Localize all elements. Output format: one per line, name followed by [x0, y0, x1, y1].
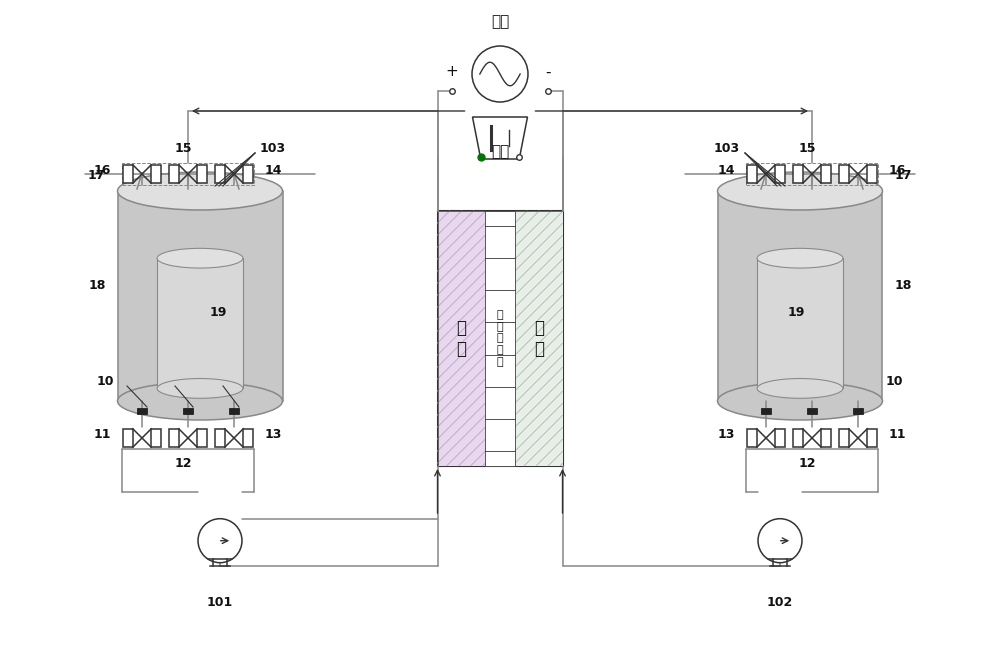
Ellipse shape	[118, 382, 283, 420]
Bar	[747, 165, 757, 183]
Bar	[438, 211, 562, 466]
Ellipse shape	[718, 382, 883, 420]
Bar	[137, 408, 147, 414]
Bar	[215, 165, 225, 183]
Text: 18: 18	[88, 279, 106, 292]
Text: 15: 15	[798, 143, 816, 155]
Text: 16: 16	[889, 163, 906, 176]
Bar	[229, 408, 239, 414]
Bar	[821, 429, 831, 447]
Bar	[793, 429, 803, 447]
Bar	[775, 165, 785, 183]
Bar	[867, 429, 877, 447]
Text: 11: 11	[889, 428, 906, 440]
Text: 10: 10	[886, 374, 904, 388]
Bar	[151, 429, 161, 447]
Text: 11: 11	[93, 428, 111, 440]
Bar	[746, 163, 878, 185]
Text: 14: 14	[265, 163, 283, 176]
Text: 负载: 负载	[491, 15, 509, 29]
Text: 13: 13	[718, 428, 735, 440]
Bar	[123, 165, 133, 183]
Text: 12: 12	[798, 457, 816, 470]
Text: 负
极: 负 极	[534, 319, 544, 358]
Text: 103: 103	[260, 143, 286, 155]
Bar	[793, 165, 803, 183]
Bar	[183, 408, 193, 414]
Ellipse shape	[757, 378, 843, 398]
Text: 正
极: 正 极	[456, 319, 466, 358]
Ellipse shape	[157, 248, 243, 268]
Text: 14: 14	[718, 163, 735, 176]
Bar	[438, 211, 485, 466]
Ellipse shape	[118, 172, 283, 210]
Circle shape	[472, 46, 528, 102]
Bar	[438, 211, 485, 466]
Text: 13: 13	[265, 428, 282, 440]
Bar	[853, 408, 863, 414]
Bar	[761, 408, 771, 414]
Bar	[867, 165, 877, 183]
Bar	[169, 165, 179, 183]
Bar	[485, 211, 515, 466]
Ellipse shape	[757, 248, 843, 268]
Bar	[243, 429, 253, 447]
Text: 17: 17	[894, 170, 912, 182]
Circle shape	[758, 519, 802, 563]
Bar	[839, 165, 849, 183]
Text: 19: 19	[788, 306, 805, 319]
Bar	[151, 165, 161, 183]
Text: 103: 103	[714, 143, 740, 155]
Text: 101: 101	[207, 596, 233, 609]
Bar	[169, 429, 179, 447]
Text: 12: 12	[174, 457, 192, 470]
Text: 15: 15	[174, 143, 192, 155]
Text: 102: 102	[767, 596, 793, 609]
Bar	[515, 211, 562, 466]
Text: 10: 10	[96, 374, 114, 388]
Polygon shape	[118, 191, 283, 401]
Bar	[197, 165, 207, 183]
Ellipse shape	[157, 378, 243, 398]
Circle shape	[198, 519, 242, 563]
Text: 19: 19	[210, 306, 227, 319]
Text: 18: 18	[894, 279, 912, 292]
Polygon shape	[718, 191, 882, 401]
Ellipse shape	[718, 172, 883, 210]
Bar	[775, 429, 785, 447]
Polygon shape	[472, 117, 528, 159]
Bar	[197, 429, 207, 447]
Bar	[747, 429, 757, 447]
Text: 16: 16	[94, 163, 111, 176]
Bar	[123, 429, 133, 447]
Bar	[243, 165, 253, 183]
Polygon shape	[757, 258, 843, 388]
Bar	[515, 211, 562, 466]
Text: -: -	[545, 65, 551, 79]
Text: 电源: 电源	[491, 144, 509, 159]
Bar	[215, 429, 225, 447]
Polygon shape	[157, 258, 243, 388]
Bar	[122, 163, 254, 185]
Bar	[807, 408, 817, 414]
Text: +: +	[446, 65, 458, 79]
Bar	[821, 165, 831, 183]
Text: 17: 17	[88, 170, 106, 182]
Bar	[839, 429, 849, 447]
Text: 离
子
交
换
膜: 离 子 交 换 膜	[497, 310, 503, 367]
